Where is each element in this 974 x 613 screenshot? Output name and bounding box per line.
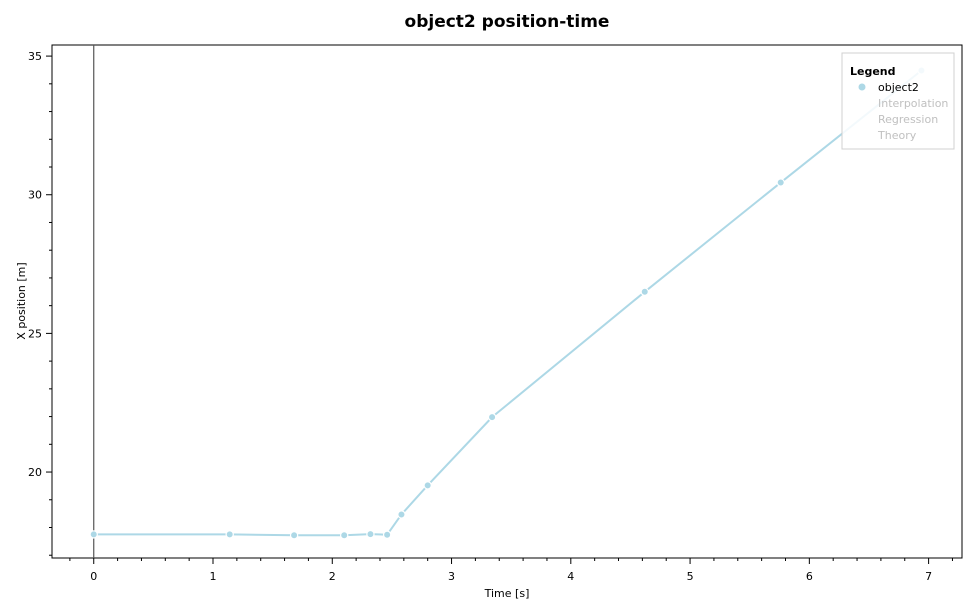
series-lines	[93, 69, 923, 537]
x-tick-label: 3	[448, 570, 455, 583]
data-point	[776, 178, 785, 187]
legend: Legend object2 Interpolation Regression The…	[841, 52, 955, 150]
x-tick-label: 6	[806, 570, 813, 583]
x-tick-label: 2	[329, 570, 336, 583]
series-line-object2	[93, 69, 923, 537]
chart-title: object2 position-time	[405, 12, 610, 32]
x-tick-label: 4	[567, 570, 574, 583]
data-point	[640, 287, 649, 296]
legend-entry-label: Regression	[878, 113, 938, 126]
y-tick-label: 35	[28, 50, 42, 63]
x-tick-label: 1	[210, 570, 217, 583]
y-axis: 20 25 30 35	[28, 50, 52, 556]
legend-marker	[858, 83, 866, 91]
data-point	[487, 412, 497, 422]
legend-entry-label: Theory	[877, 129, 917, 142]
data-point	[366, 529, 375, 539]
x-tick-label: 7	[925, 570, 932, 583]
plot-area	[51, 44, 963, 559]
y-tick-label: 25	[28, 327, 42, 340]
y-tick-label: 20	[28, 466, 42, 479]
data-point	[225, 530, 234, 539]
data-point	[397, 510, 406, 519]
y-tick-label: 30	[28, 189, 42, 202]
y-axis-label: X position [m]	[15, 262, 28, 339]
data-point	[89, 530, 98, 539]
x-axis-label: Time [s]	[484, 587, 530, 600]
data-point	[423, 481, 432, 490]
legend-entries: object2 Interpolation Regression Theory	[858, 81, 948, 142]
data-point	[289, 531, 299, 540]
series-points	[89, 66, 926, 540]
legend-title: Legend	[850, 65, 896, 78]
x-tick-label: 0	[90, 570, 97, 583]
data-point	[340, 531, 349, 540]
legend-entry-label: object2	[878, 81, 919, 94]
legend-box	[841, 52, 955, 150]
data-point	[382, 530, 392, 539]
x-axis: 0 1 2 3 4 5 6 7	[69, 558, 953, 583]
x-tick-label: 5	[687, 570, 694, 583]
legend-entry-label: Interpolation	[878, 97, 948, 110]
